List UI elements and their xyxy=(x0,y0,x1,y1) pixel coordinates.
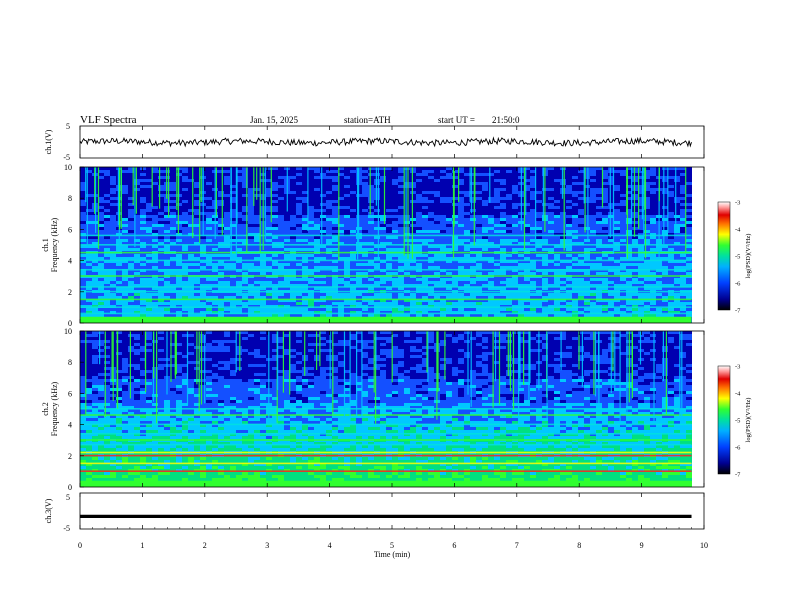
x-tick-label: 10 xyxy=(700,541,708,550)
ch1-ylabel-frequency: Frequency (kHz) xyxy=(50,217,59,272)
ch2-colorbar-tick: -5 xyxy=(735,418,740,425)
x-tick-label: 8 xyxy=(577,541,581,550)
ch2-spectrogram-panel: 0 2 4 6 8 10 ch.2 Frequency (kHz) xyxy=(41,327,705,492)
ch1-ytick-label: 4 xyxy=(68,257,72,266)
ch2-colorbar-tick: -7 xyxy=(735,472,741,479)
ch2-ytick-label: 2 xyxy=(68,452,72,461)
ch1-ytick-label: 6 xyxy=(68,225,72,234)
x-axis-label: Time (min) xyxy=(374,550,411,559)
x-tick-label: 1 xyxy=(140,541,144,550)
x-tick-label: 2 xyxy=(203,541,207,550)
date-label: Jan. 15, 2025 xyxy=(250,115,298,125)
ch1-colorbar-tick: -5 xyxy=(735,254,740,261)
ch2-ylabel-channel: ch.2 xyxy=(41,402,50,416)
ch1-ylabel: ch.1(V) xyxy=(44,129,53,154)
x-tick-label: 9 xyxy=(640,541,644,550)
x-axis: 0 1 2 3 4 5 6 7 8 9 10 xyxy=(78,126,708,550)
x-tick-label: 3 xyxy=(265,541,269,550)
ch1-waveform-panel: 5 -5 ch.1(V) xyxy=(44,122,705,162)
ch1-ytick-top: 5 xyxy=(66,122,70,131)
station-label: station=ATH xyxy=(344,115,391,125)
ch1-colorbar-tick: -6 xyxy=(735,281,741,288)
ch1-ytick-label: 8 xyxy=(68,194,72,203)
ch2-ytick-label: 6 xyxy=(68,389,72,398)
ch3-ytick-top: 5 xyxy=(66,493,70,502)
ch2-ytick-label: 8 xyxy=(68,358,72,367)
ch1-ytick-label: 2 xyxy=(68,288,72,297)
ch1-trace xyxy=(79,136,692,148)
ch1-ylabel-channel: ch.1 xyxy=(41,238,50,252)
x-tick-label: 4 xyxy=(328,541,332,550)
ch1-colorbar-label: log(PSD)(V²/Hz) xyxy=(745,234,752,279)
ch1-colorbar-tick: -4 xyxy=(735,227,741,234)
ch2-spectrogram xyxy=(80,331,692,487)
start-label: start UT = xyxy=(438,115,475,125)
ch1-spectrogram-panel: 0 2 4 6 8 10 ch.1 Frequency (kHz) xyxy=(41,163,705,328)
ch1-ytick-label: 0 xyxy=(68,319,72,328)
ch3-waveform-panel: 5 -5 ch.3(V) xyxy=(44,492,705,533)
ch2-ytick-label: 4 xyxy=(68,421,72,430)
x-tick-label: 5 xyxy=(390,541,394,550)
ch2-colorbar-label: log(PSD)(V²/Hz) xyxy=(745,398,752,443)
ch2-yticks: 0 2 4 6 8 10 xyxy=(64,327,84,492)
figure-title: VLF Spectra xyxy=(80,114,137,126)
x-tick-label: 6 xyxy=(452,541,456,550)
ch1-ytick-label: 10 xyxy=(64,163,72,172)
x-tick-label: 0 xyxy=(78,541,82,550)
ch1-ytick-bottom: -5 xyxy=(63,153,70,162)
ch1-yticks: 0 2 4 6 8 10 xyxy=(64,163,84,328)
ch2-colorbar-ticks: -3 -4 -5 -6 -7 xyxy=(735,364,741,479)
ch2-ytick-label: 10 xyxy=(64,327,72,336)
ch1-colorbar-ticks: -3 -4 -5 -6 -7 xyxy=(735,200,741,315)
ch1-colorbar-tick: -3 xyxy=(735,200,740,207)
ch2-ylabel-frequency: Frequency (kHz) xyxy=(50,381,59,436)
ch2-ytick-label: 0 xyxy=(68,483,72,492)
ch2-colorbar-tick: -3 xyxy=(735,364,740,371)
ch3-ytick-bottom: -5 xyxy=(63,524,70,533)
ch2-colorbar: -3 -4 -5 -6 -7 log(PSD)(V²/Hz) xyxy=(717,364,752,479)
start-time: 21:50:0 xyxy=(492,115,520,125)
ch2-colorbar-tick: -4 xyxy=(735,391,741,398)
ch1-colorbar: -3 -4 -5 -6 -7 log(PSD)(V²/Hz) xyxy=(717,200,752,315)
ch3-ylabel: ch.3(V) xyxy=(44,498,53,523)
ch1-colorbar-tick: -7 xyxy=(735,308,741,315)
x-tick-label: 7 xyxy=(515,541,519,550)
ch1-spectrogram xyxy=(80,167,692,323)
ch2-colorbar-tick: -6 xyxy=(735,445,741,452)
